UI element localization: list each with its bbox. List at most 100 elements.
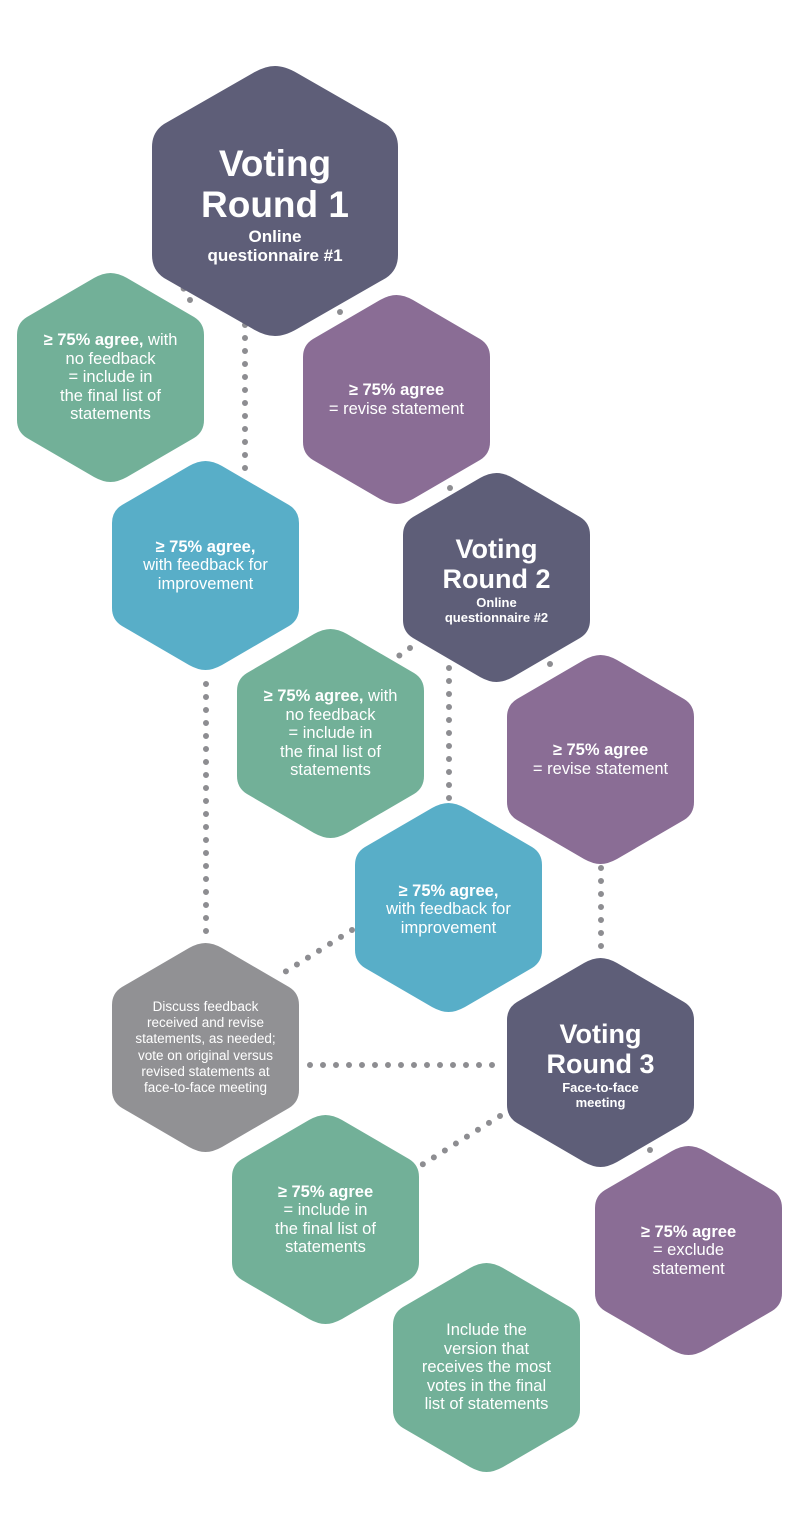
r3-include-line2: = include in <box>283 1201 368 1220</box>
round-1-subtitle-line2: questionnaire #1 <box>207 246 343 266</box>
r2-include-line2: no feedback <box>285 705 376 724</box>
hexagon-shape <box>232 1115 419 1324</box>
hexagon-fill <box>507 655 694 864</box>
r2-include-line1-rest: with <box>363 687 398 706</box>
final-line3: receives the most <box>421 1358 552 1377</box>
round-1-subtitle-line1: Online <box>248 227 302 247</box>
final-line2: version that <box>443 1339 530 1358</box>
round-3-exclude-node: ≥ 75% agree = exclude statement <box>592 1143 785 1358</box>
round-2-revise-node: ≥ 75% agree = revise statement <box>504 652 697 867</box>
hexagon-fill <box>595 1146 782 1355</box>
connector-r2-feedback-to-discuss <box>282 927 355 975</box>
discuss-line5: revised statements at <box>141 1063 270 1079</box>
round-1-title-line1: Voting <box>218 142 332 184</box>
round-1-include-node: ≥ 75% agree, with no feedback = include … <box>14 270 207 485</box>
r3-include-bold: ≥ 75% agree <box>277 1182 374 1201</box>
hexagon-shape <box>112 461 299 670</box>
discuss-feedback-node: Discuss feedback received and revise sta… <box>109 940 302 1155</box>
round-2-subtitle-line2: questionnaire #2 <box>444 609 549 625</box>
discuss-line1: Discuss feedback <box>152 998 259 1014</box>
voting-round-2-node: Voting Round 2 Online questionnaire #2 <box>400 470 593 685</box>
round-1-revise-node: ≥ 75% agree = revise statement <box>300 292 493 507</box>
discuss-line2: received and revise <box>146 1015 265 1031</box>
round-3-subtitle-line1: Face-to-face <box>562 1080 639 1096</box>
voting-round-3-node: Voting Round 3 Face-to-face meeting <box>504 955 697 1170</box>
r2-include-line3: = include in <box>288 724 373 743</box>
r2-revise-bold: ≥ 75% agree <box>552 741 649 760</box>
hexagon-fill <box>303 295 490 504</box>
hexagon-shape <box>237 629 424 838</box>
connector-r2-to-r2-revise <box>547 661 563 673</box>
r1-include-line1-rest: with <box>143 331 178 350</box>
r3-include-line3: the final list of <box>275 1219 376 1238</box>
round-3-subtitle-line2: meeting <box>575 1094 626 1110</box>
round-3-title-line1: Voting <box>559 1018 642 1049</box>
r3-exclude-line2: = exclude <box>652 1241 725 1260</box>
hexagon-shape <box>303 295 490 504</box>
hexagon-fill <box>403 473 590 682</box>
r1-include-line2: no feedback <box>65 349 156 368</box>
r3-exclude-bold: ≥ 75% agree <box>640 1222 737 1241</box>
r2-feedback-bold: ≥ 75% agree, <box>398 881 499 900</box>
hexagon-fill <box>237 629 424 838</box>
hexagon-shape <box>152 66 398 336</box>
r1-include-line4: the final list of <box>60 386 161 405</box>
hexagon-shape <box>595 1146 782 1355</box>
round-3-title-line2: Round 3 <box>546 1048 655 1079</box>
hexagon-shape <box>507 958 694 1167</box>
connector-r1-revise-to-r2 <box>447 485 455 503</box>
round-1-title-line2: Round 1 <box>201 183 349 225</box>
hexagon-shape <box>507 655 694 864</box>
hexagon-shape <box>355 803 542 1012</box>
hexagon-fill <box>507 958 694 1167</box>
r1-include-bold: ≥ 75% agree, <box>43 331 144 350</box>
final-line1: Include the <box>446 1321 527 1340</box>
r2-include-line4: the final list of <box>280 742 381 761</box>
hexagon-fill <box>112 943 299 1152</box>
r3-exclude-line3: statement <box>652 1259 725 1278</box>
hexagon-shape <box>17 273 204 482</box>
r2-revise-line2: = revise statement <box>532 759 669 778</box>
round-2-title-line1: Voting <box>455 533 538 564</box>
r1-revise-line2: = revise statement <box>328 399 465 418</box>
r2-include-bold: ≥ 75% agree, <box>263 687 364 706</box>
final-version-node: Include the version that receives the mo… <box>390 1260 583 1475</box>
r2-feedback-line2: with feedback for <box>386 900 511 919</box>
hexagon-shape <box>112 943 299 1152</box>
round-2-feedback-node: ≥ 75% agree, with feedback for improveme… <box>352 800 545 1015</box>
round-3-include-node: ≥ 75% agree = include in the final list … <box>229 1112 422 1327</box>
r1-include-line5: statements <box>70 405 151 424</box>
r1-feedback-line2: with feedback for <box>143 556 268 575</box>
round-2-subtitle-line1: Online <box>476 595 517 611</box>
discuss-line6: face-to-face meeting <box>143 1079 268 1095</box>
r1-feedback-line3: improvement <box>157 574 254 593</box>
r1-include-line3: = include in <box>68 368 153 387</box>
round-1-feedback-node: ≥ 75% agree, with feedback for improveme… <box>109 458 302 673</box>
final-line5: list of statements <box>424 1395 549 1414</box>
r2-feedback-line3: improvement <box>400 918 497 937</box>
voting-round-1-node: Voting Round 1 Online questionnaire #1 <box>150 62 400 340</box>
connector-r3-to-r3-exclude <box>647 1147 658 1160</box>
round-2-include-node: ≥ 75% agree, with no feedback = include … <box>234 626 427 841</box>
r3-include-line4: statements <box>285 1237 366 1256</box>
hexagon-shape <box>393 1263 580 1472</box>
round-2-title-line2: Round 2 <box>442 563 551 594</box>
hexagon-shape <box>403 473 590 682</box>
connector-r2-to-r2-include <box>390 645 413 663</box>
connector-r1-to-r1-revise <box>337 297 348 315</box>
hexagon-fill <box>355 803 542 1012</box>
hexagon-fill <box>393 1263 580 1472</box>
connector-r3-to-r3-include <box>417 1113 503 1169</box>
hexagon-fill <box>232 1115 419 1324</box>
final-line4: votes in the final <box>426 1376 547 1395</box>
hexagon-fill <box>17 273 204 482</box>
discuss-line3: statements, as needed; <box>135 1031 276 1047</box>
discuss-line4: vote on original versus <box>137 1047 274 1063</box>
r1-revise-bold: ≥ 75% agree <box>348 381 445 400</box>
hexagon-fill <box>152 66 398 336</box>
r1-feedback-bold: ≥ 75% agree, <box>155 537 256 556</box>
hexagon-fill <box>112 461 299 670</box>
r2-include-line5: statements <box>290 761 371 780</box>
